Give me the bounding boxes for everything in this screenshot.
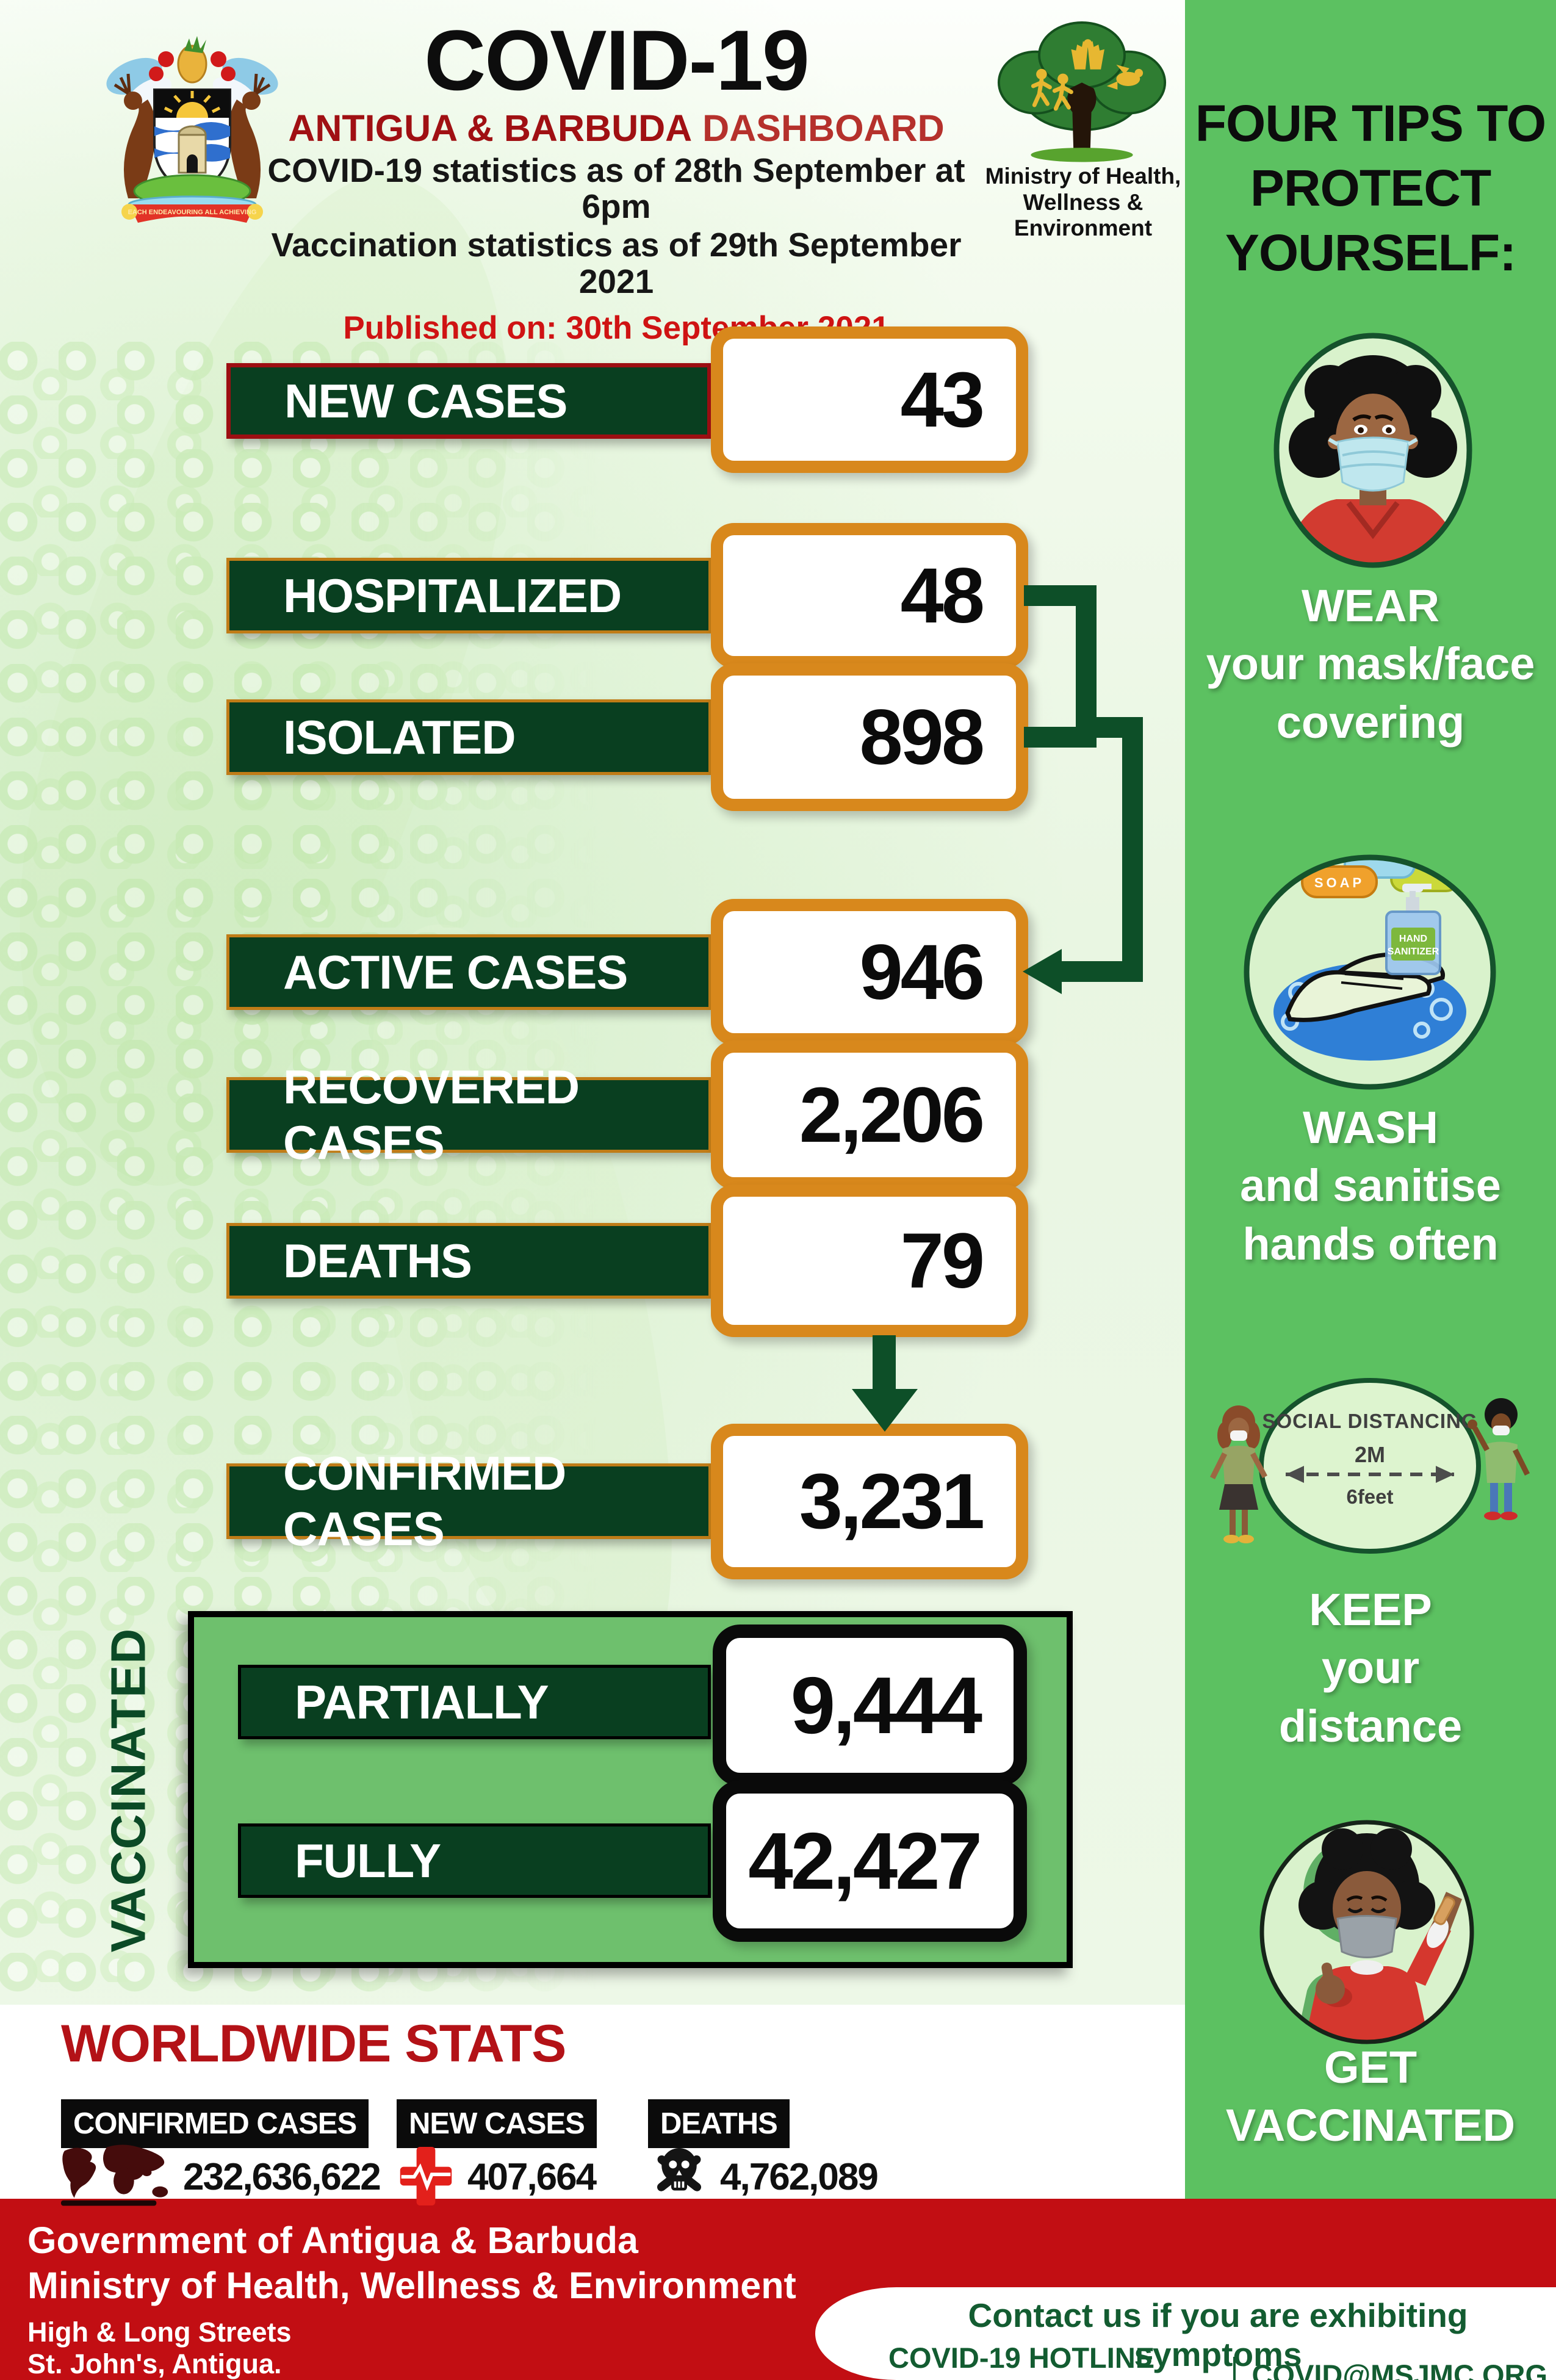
tip4-line1: GET [1324, 2042, 1417, 2093]
ministry-logo [997, 21, 1167, 162]
isolated-value: 898 [711, 663, 1028, 811]
deaths-label: DEATHS [226, 1223, 711, 1299]
tip2-line2: and sanitise [1240, 1160, 1501, 1211]
worldwide-deaths-value: 4,762,089 [720, 2156, 879, 2198]
ministry-caption: Ministry of Health, Wellness & Environme… [976, 164, 1190, 242]
tip3-line3: distance [1278, 1700, 1463, 1751]
red-cross-icon [400, 2147, 452, 2205]
tip-wear-mask-text: WEAR your mask/face covering [1185, 577, 1556, 751]
active-cases-label: ACTIVE CASES [226, 934, 711, 1010]
sidebar-heading-line1: FOUR TIPS TO [1195, 95, 1546, 152]
flow-connector [1023, 585, 1143, 994]
fully-label: FULLY [238, 1823, 711, 1898]
down-arrow [852, 1335, 918, 1432]
ministry-caption-line2: Wellness & Environment [1014, 189, 1153, 241]
subtitle-dashboard: DASHBOARD [692, 107, 945, 149]
distance-feet-label: 6feet [1346, 1485, 1393, 1508]
distance-meters-label: 2M [1355, 1442, 1385, 1467]
sidebar-heading-line2: PROTECT [1250, 159, 1491, 217]
bird-icon [1106, 65, 1144, 90]
stats-asof-line1: COVID-19 statistics as of 28th September… [267, 151, 965, 226]
stats-asof-line2: Vaccination statistics as of 29th Septem… [271, 226, 962, 300]
page-title: COVID-19 [424, 12, 810, 108]
coat-of-arms-motto: EACH ENDEAVOURING ALL ACHIEVING [128, 209, 257, 216]
recovered-cases-label: RECOVERED CASES [226, 1060, 711, 1169]
isolated-label: ISOLATED [226, 699, 711, 775]
footer-street: High & Long Streets [27, 2317, 292, 2348]
coat-of-arms: EACH ENDEAVOURING ALL ACHIEVING [106, 36, 278, 223]
social-distancing-title: SOCIAL DISTANCING [1262, 1410, 1477, 1432]
contact-divider [1233, 2357, 1236, 2380]
tip1-line2: your mask/face [1206, 638, 1535, 690]
tip-get-vaccinated-text: GET VACCINATED [1185, 2038, 1556, 2155]
footer-ministry: Ministry of Health, Wellness & Environme… [27, 2265, 796, 2306]
footer-government: Government of Antigua & Barbuda [27, 2220, 638, 2261]
worldwide-title: WORLDWIDE STATS [61, 2014, 566, 2073]
sanitizer-label-line2: SANITIZER [1388, 947, 1439, 957]
mask-person-icon [1273, 333, 1472, 568]
worldwide-newcases-label: NEW CASES [397, 2099, 597, 2148]
confirmed-cases-value: 3,231 [711, 1424, 1028, 1579]
social-distancing-icon: SOCIAL DISTANCING 2M 6feet [1209, 1378, 1530, 1554]
fully-value: 42,427 [713, 1780, 1027, 1942]
sidebar-heading: FOUR TIPS TO PROTECT YOURSELF: [1185, 92, 1556, 285]
contact-row: COVID-19 HOTLINE 462-6843 COVID@MSJMC.OR… [888, 2341, 1547, 2380]
distancing-woman-figure [1209, 1405, 1267, 1543]
worldwide-newcases-value: 407,664 [467, 2156, 597, 2198]
active-cases-value: 946 [711, 899, 1028, 1045]
partially-label: PARTIALLY [238, 1665, 711, 1739]
tip3-line2: your [1321, 1642, 1420, 1693]
vaccinated-title: VACCINATED [92, 1611, 165, 1968]
tip-wash-hands-text: WASH and sanitise hands often [1185, 1098, 1556, 1273]
worldwide-deaths-label: DEATHS [648, 2099, 790, 2148]
footer-city: St. John's, Antigua. [27, 2348, 282, 2379]
sidebar-heading-line3: YOURSELF: [1225, 223, 1516, 281]
vaccinated-title-text: VACCINATED [101, 1627, 156, 1952]
caring-hands-icon [1071, 39, 1104, 70]
ministry-caption-line1: Ministry of Health, [985, 164, 1181, 189]
contact-heading: Contact us if you are exhibiting symptom… [968, 2296, 1468, 2373]
world-map-icon [60, 2144, 168, 2206]
skull-icon [657, 2147, 702, 2191]
subtitle-country: ANTIGUA & BARBUDA [288, 107, 693, 149]
sanitizer-label-line1: HAND [1399, 934, 1427, 944]
hospitalized-label: HOSPITALIZED [226, 558, 711, 633]
worldwide-confirmed-label: CONFIRMED CASES [61, 2099, 369, 2148]
partially-value: 9,444 [713, 1625, 1027, 1786]
new-cases-label: NEW CASES [226, 363, 711, 439]
hand-washing-icon: SOAP HAND SANITIZER [1244, 854, 1496, 1090]
vaccinated-person-icon [1259, 1820, 1474, 2044]
tip2-line3: hands often [1242, 1218, 1499, 1269]
page-subtitle: ANTIGUA & BARBUDA DASHBOARD [262, 109, 970, 148]
tip4-line2: VACCINATED [1225, 2100, 1516, 2151]
hospitalized-value: 48 [711, 523, 1028, 668]
new-cases-value: 43 [711, 326, 1028, 473]
worldwide-confirmed-value: 232,636,622 [183, 2156, 381, 2198]
running-figures-icon [1031, 68, 1073, 111]
tip-keep-distance-text: KEEP your distance [1185, 1581, 1556, 1755]
hotline-number: COVID-19 HOTLINE 462-6843 [888, 2342, 1155, 2380]
contact-bubble: Contact us if you are exhibiting symptom… [815, 2287, 1556, 2380]
tip1-line1: WEAR [1301, 580, 1440, 631]
tip1-line3: covering [1276, 696, 1465, 748]
deaths-value: 79 [711, 1185, 1028, 1337]
tip2-line1: WASH [1303, 1102, 1438, 1153]
confirmed-cases-label: CONFIRMED CASES [226, 1446, 711, 1556]
contact-email: COVID@MSJMC.ORG [1252, 2358, 1547, 2380]
distancing-man-figure [1468, 1398, 1530, 1520]
tip3-line1: KEEP [1309, 1584, 1432, 1635]
soap-bar-label: SOAP [1314, 875, 1364, 890]
header: COVID-19 ANTIGUA & BARBUDA DASHBOARD COV… [262, 16, 970, 347]
recovered-cases-value: 2,206 [711, 1040, 1028, 1189]
